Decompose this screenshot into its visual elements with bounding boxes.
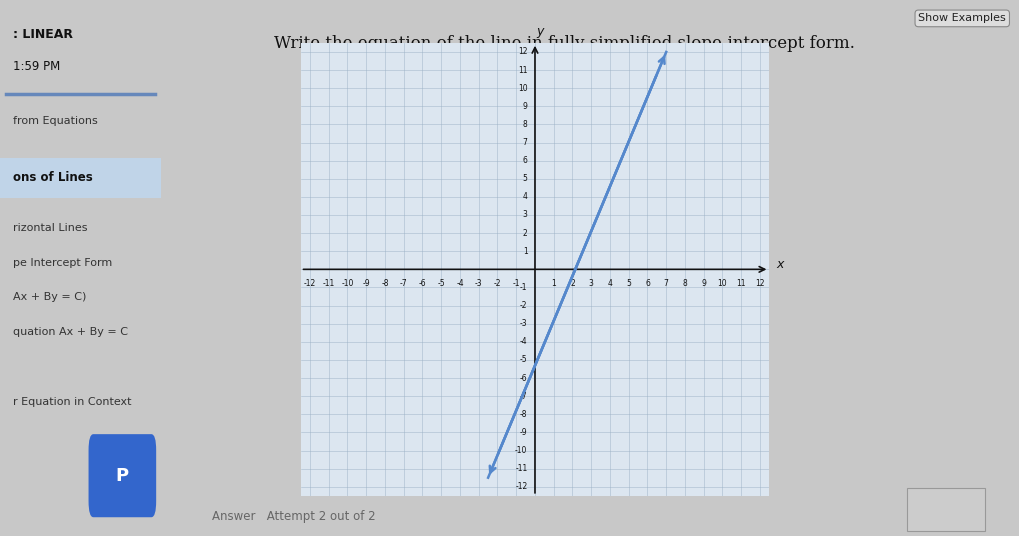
Text: -2: -2 [494,279,501,288]
Text: 2: 2 [523,229,528,237]
Text: -6: -6 [520,374,528,383]
Text: rizontal Lines: rizontal Lines [13,223,88,233]
Text: -9: -9 [363,279,370,288]
Text: -9: -9 [520,428,528,437]
Text: r Equation in Context: r Equation in Context [13,397,131,407]
Text: pe Intercept Form: pe Intercept Form [13,258,112,267]
Text: -12: -12 [516,482,528,491]
Text: 7: 7 [523,138,528,147]
Text: -10: -10 [341,279,354,288]
Text: -3: -3 [520,319,528,328]
Text: 1:59 PM: 1:59 PM [13,61,60,73]
Text: quation Ax + By = C: quation Ax + By = C [13,327,127,337]
Text: -1: -1 [513,279,520,288]
Text: from Equations: from Equations [13,116,98,125]
FancyBboxPatch shape [908,488,984,531]
Text: -2: -2 [520,301,528,310]
Text: P: P [116,467,129,485]
Text: Answer   Attempt 2 out of 2: Answer Attempt 2 out of 2 [213,510,376,523]
Text: -11: -11 [323,279,335,288]
Text: -8: -8 [381,279,388,288]
Text: 4: 4 [523,192,528,202]
Text: 4: 4 [607,279,612,288]
Text: 3: 3 [523,211,528,219]
Text: 8: 8 [683,279,688,288]
Text: Ax + By = C): Ax + By = C) [13,293,87,302]
Text: 1: 1 [551,279,556,288]
Text: : LINEAR: : LINEAR [13,28,73,41]
Text: 12: 12 [755,279,764,288]
Text: 10: 10 [518,84,528,93]
Text: -4: -4 [457,279,464,288]
Text: Write the equation of the line in fully simplified slope-intercept form.: Write the equation of the line in fully … [274,35,855,52]
Text: ons of Lines: ons of Lines [13,172,93,184]
Text: 9: 9 [701,279,706,288]
Text: x: x [775,258,784,271]
Text: -12: -12 [304,279,316,288]
Text: 9: 9 [523,102,528,111]
Text: -10: -10 [515,446,528,455]
FancyBboxPatch shape [89,434,156,517]
Text: -3: -3 [475,279,483,288]
Text: -5: -5 [520,355,528,364]
Text: -4: -4 [520,337,528,346]
Text: 12: 12 [518,48,528,56]
Text: -5: -5 [437,279,445,288]
Text: 8: 8 [523,120,528,129]
Text: Show Examples: Show Examples [918,13,1006,24]
Text: 6: 6 [523,156,528,165]
Text: 11: 11 [518,65,528,75]
Text: 7: 7 [663,279,668,288]
Text: 2: 2 [570,279,575,288]
Text: -8: -8 [520,410,528,419]
Text: y: y [536,25,543,39]
Text: -7: -7 [520,392,528,400]
Text: 1: 1 [523,247,528,256]
Text: 5: 5 [627,279,631,288]
Text: -1: -1 [520,283,528,292]
Text: 11: 11 [737,279,746,288]
Text: 6: 6 [645,279,650,288]
Text: 5: 5 [523,174,528,183]
Text: -6: -6 [419,279,426,288]
Text: -7: -7 [399,279,408,288]
Text: -11: -11 [516,464,528,473]
Text: 10: 10 [717,279,728,288]
FancyBboxPatch shape [0,158,161,198]
Text: 3: 3 [589,279,594,288]
